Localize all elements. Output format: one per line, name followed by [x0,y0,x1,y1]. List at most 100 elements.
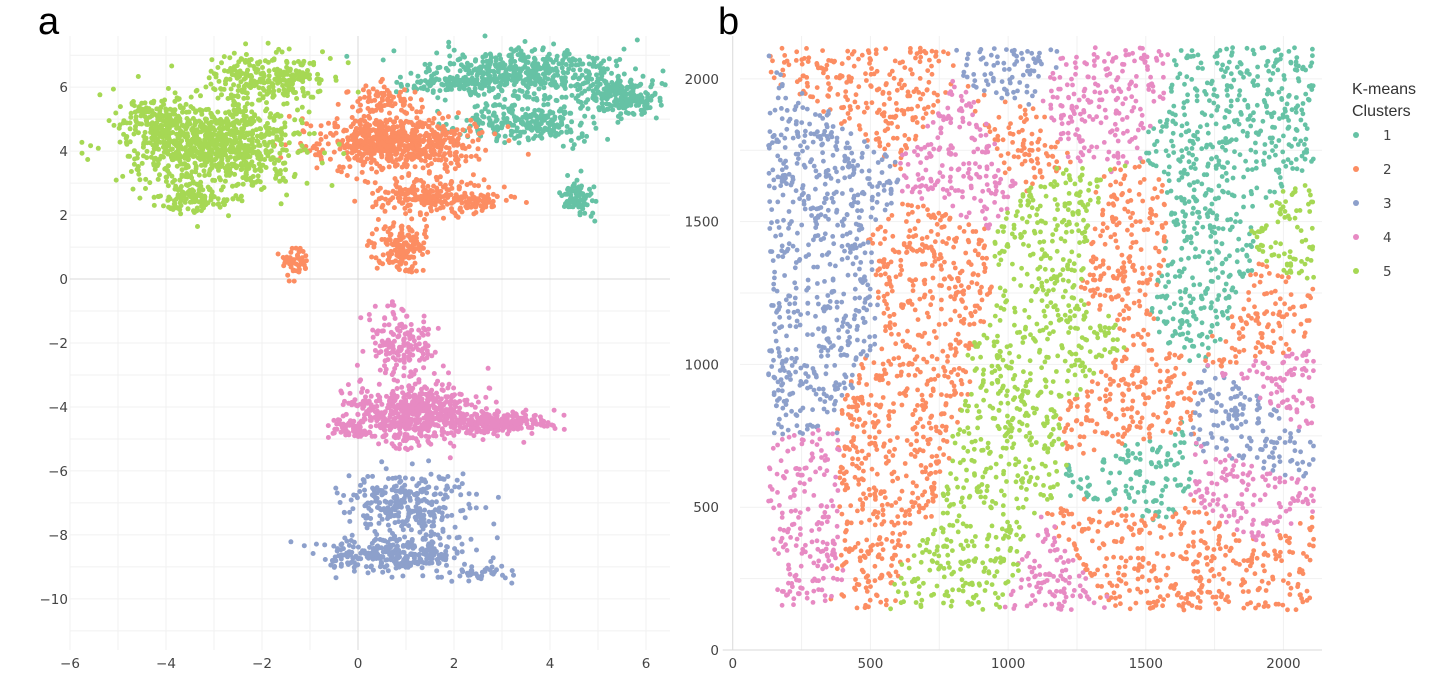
data-point [381,84,387,90]
data-point [363,564,369,570]
data-point [565,173,571,178]
data-point [431,492,437,498]
data-point [401,121,406,127]
data-point [380,252,386,258]
data-point [358,550,364,556]
data-point [271,115,277,121]
data-point [395,488,401,494]
data-point [223,152,228,158]
data-point [222,178,228,184]
data-point [195,224,200,229]
data-point [509,568,515,574]
data-point [447,455,453,461]
data-point [155,161,161,167]
data-point [449,578,455,584]
data-point [329,183,335,188]
data-point [355,99,361,104]
data-point [434,185,440,191]
data-point [462,54,467,60]
data-point [485,425,491,431]
data-point [421,86,426,92]
data-point [544,57,550,63]
data-point [239,166,245,172]
data-point [410,127,416,133]
data-point [264,100,269,106]
data-point [392,415,398,421]
data-point [242,118,248,124]
data-point [390,536,396,542]
data-point [325,141,331,147]
data-point [166,136,172,142]
data-point [594,55,600,61]
data-point [493,118,499,124]
data-point [551,41,557,47]
data-point [592,97,597,102]
data-point [409,216,415,222]
data-point [464,430,469,436]
data-point [322,557,328,562]
data-point [488,559,494,564]
data-point [543,67,549,73]
data-point [634,37,640,43]
data-point [408,563,414,568]
data-point [459,179,465,185]
data-point [559,94,565,100]
data-point [434,50,440,56]
data-point [553,97,559,103]
data-point [420,188,426,194]
data-point [575,93,581,99]
data-point [190,130,196,136]
data-point [256,142,262,148]
data-point [494,79,500,85]
data-point [527,425,533,430]
data-point [606,102,612,107]
data-point [203,84,209,90]
data-point [403,137,409,143]
data-point [480,120,486,126]
data-point [195,149,200,155]
data-point [457,205,463,211]
data-point [425,331,431,337]
data-point [199,153,205,159]
data-point [599,101,605,106]
data-point [475,92,481,98]
data-point [407,497,413,503]
series-cluster-1 [344,33,668,224]
data-point [468,117,474,123]
data-point [534,127,540,133]
data-point [393,357,399,363]
data-point [117,104,123,110]
data-point [395,378,400,384]
data-point [393,565,399,571]
data-point [486,196,492,202]
data-point [576,135,582,141]
data-point [187,121,193,127]
data-point [408,527,414,533]
data-point [585,79,591,85]
data-point [615,103,621,109]
data-point [590,61,596,67]
data-point [385,337,391,343]
data-point [369,240,374,246]
data-point [415,134,421,140]
data-point [517,418,523,424]
data-point [349,146,355,152]
data-point [435,532,441,538]
data-point [406,119,412,125]
data-point [526,94,532,100]
data-point [541,423,547,429]
data-point [553,57,559,63]
data-point [464,117,470,123]
data-point [425,343,431,349]
data-point [623,97,629,103]
data-point [345,135,351,141]
data-point [417,119,423,125]
data-point [474,491,479,497]
data-point [571,142,577,148]
data-point [429,502,435,508]
data-point [442,436,447,442]
data-point [463,154,469,160]
data-point [258,168,264,174]
data-point [404,313,410,319]
data-point [193,166,199,172]
